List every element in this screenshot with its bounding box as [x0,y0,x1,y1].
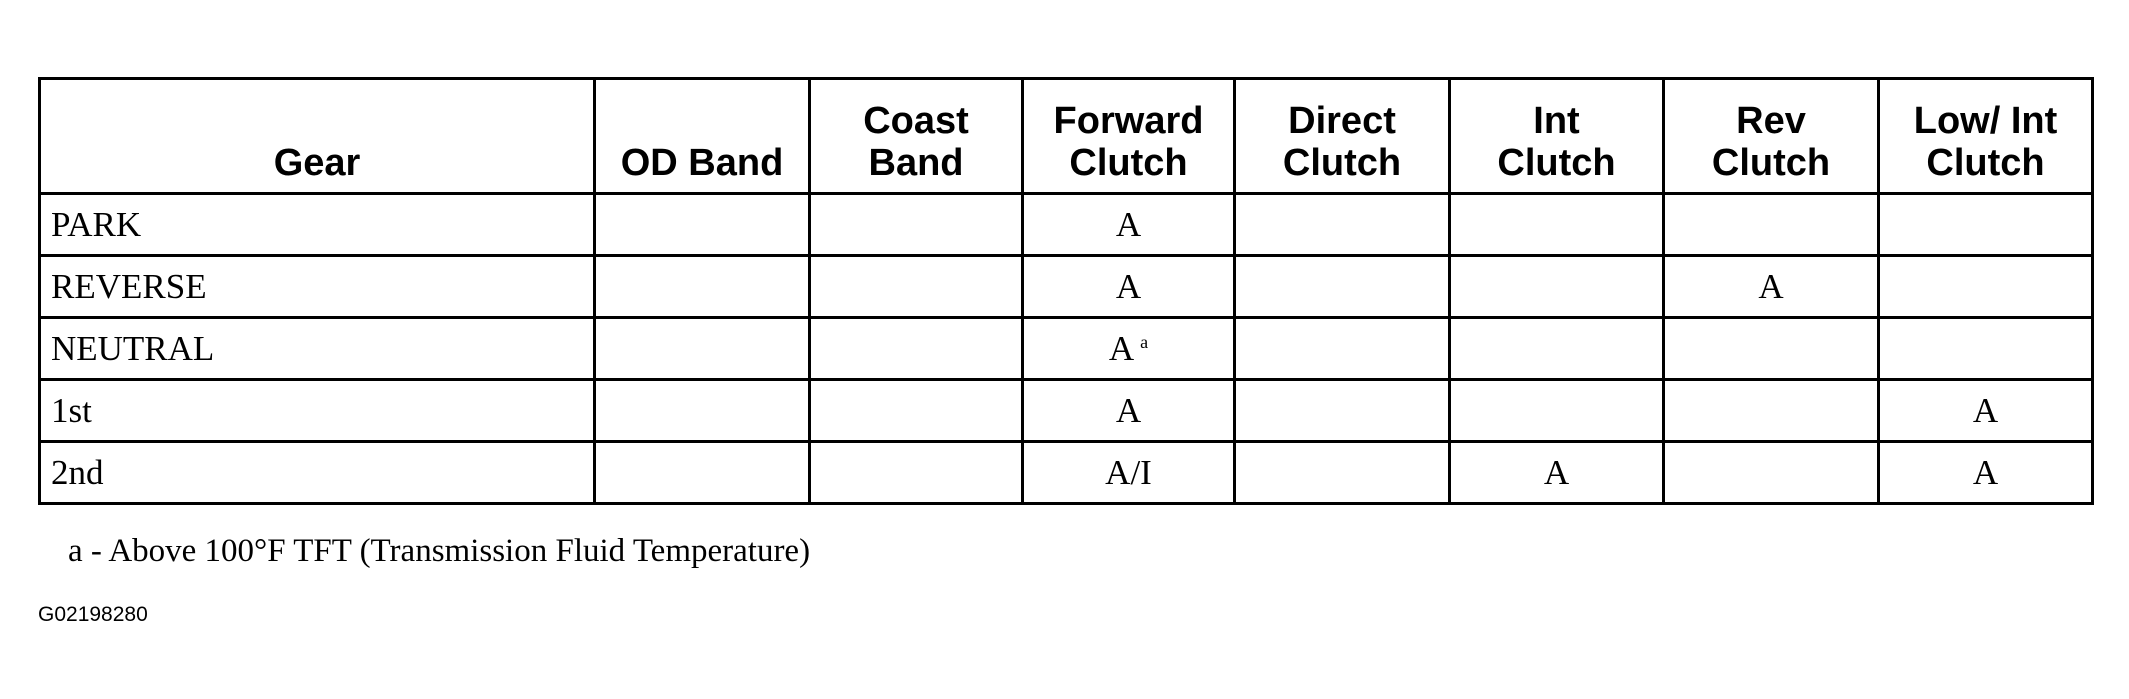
table-cell [1877,192,2094,257]
header-line: Band [868,142,964,184]
table-cell [593,378,811,443]
table-cell [1662,440,1880,505]
header-line: Direct [1288,100,1396,142]
table-cell [593,440,811,505]
header-cell: Coast Band [808,77,1024,195]
table-cell [1233,316,1451,381]
header-cell: OD Band [593,77,811,195]
header-line: Coast [863,100,969,142]
gear-cell: PARK [38,192,596,257]
header-line: Clutch [1282,142,1402,184]
table-cell [1448,192,1665,257]
header-line: Clutch [1926,142,2045,184]
header-cell: Int Clutch [1448,77,1665,195]
table-cell: A [1021,378,1236,443]
table-cell [1877,316,2094,381]
table-row: REVERSE A A [38,254,2094,319]
header-cell: Low/ Int Clutch [1877,77,2094,195]
table-cell [1233,192,1451,257]
gear-table: Gear OD Band Coast Band Forward Clutch Direct C… [38,77,2094,505]
table-cell [808,254,1024,319]
header-line: Clutch [1069,142,1188,184]
table-cell [593,192,811,257]
footnote: a - Above 100°F TFT (Transmission Fluid … [68,533,811,569]
table-cell [1233,254,1451,319]
header-cell: Direct Clutch [1233,77,1451,195]
figure-id: G02198280 [38,603,148,626]
table-cell [808,192,1024,257]
header-line: Int [1533,100,1580,142]
table-cell: A [1662,254,1880,319]
table-cell [1448,254,1665,319]
cell-text: A [1108,328,1135,368]
header-line: Rev [1736,100,1806,142]
header-line: Gear [273,142,361,184]
header-row: Gear OD Band Coast Band Forward Clutch Direct C… [38,77,2094,195]
header-line: Clutch [1711,142,1831,184]
table-cell [1448,316,1665,381]
table-cell: A/I [1021,440,1236,505]
table-cell [1877,254,2094,319]
table-cell [1662,378,1880,443]
table-cell [593,254,811,319]
gear-cell: 1st [38,378,596,443]
table-cell: A [1021,254,1236,319]
table-cell: A [1877,440,2094,505]
table-cell: A [1021,192,1236,257]
table-cell [808,378,1024,443]
table-cell: A [1448,440,1665,505]
table-cell: A [1877,378,2094,443]
table-cell [1662,316,1880,381]
header-line: OD Band [620,142,784,184]
header-line: Low/ Int [1913,100,2058,142]
table-row: 1st A A [38,378,2094,443]
table-cell [1662,192,1880,257]
gear-cell: NEUTRAL [38,316,596,381]
table-cell [593,316,811,381]
table-row: 2nd A/I A A [38,440,2094,505]
table-cell [1233,440,1451,505]
table-cell [808,316,1024,381]
footnote-mark: a [1140,331,1149,352]
header-cell: Forward Clutch [1021,77,1236,195]
table-cell [1448,378,1665,443]
gear-cell: 2nd [38,440,596,505]
header-line: Clutch [1497,142,1616,184]
table-cell [1233,378,1451,443]
header-line: Forward [1053,100,1204,142]
table-row: PARK A [38,192,2094,257]
header-cell: Rev Clutch [1662,77,1880,195]
header-cell: Gear [38,77,596,195]
gear-cell: REVERSE [38,254,596,319]
table-cell [808,440,1024,505]
